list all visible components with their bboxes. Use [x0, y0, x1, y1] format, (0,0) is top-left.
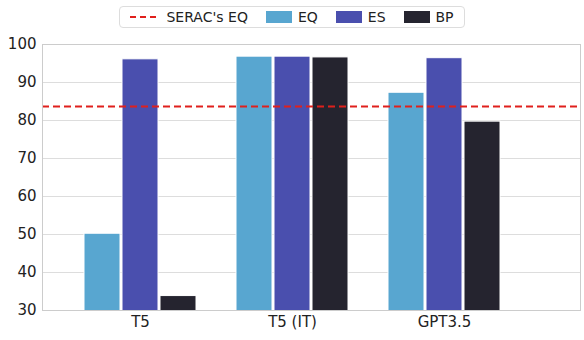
html-text:ES: ES — [367, 9, 386, 25]
svg-text:100: 100 — [8, 35, 37, 53]
svg-text:GPT3.5: GPT3.5 — [418, 313, 472, 331]
html-text:SERAC's EQ: SERAC's EQ — [166, 9, 248, 25]
svg-text:80: 80 — [17, 111, 36, 129]
svg-text:90: 90 — [17, 73, 36, 91]
svg-text:T5: T5 — [130, 313, 150, 331]
svg-text:50: 50 — [17, 225, 36, 243]
html-text:BP: BP — [435, 9, 454, 25]
svg-text:T5 (IT): T5 (IT) — [267, 313, 317, 331]
svg-text:40: 40 — [17, 263, 36, 281]
svg-text:60: 60 — [17, 187, 36, 205]
html-text:EQ: EQ — [297, 9, 318, 25]
svg-text:30: 30 — [17, 301, 36, 319]
svg-text:70: 70 — [17, 149, 36, 167]
